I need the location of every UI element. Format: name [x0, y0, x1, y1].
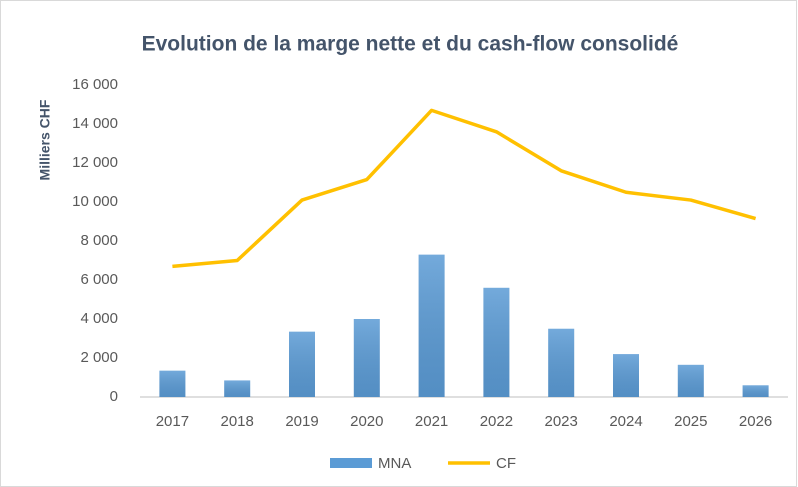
- x-tick-label: 2025: [674, 413, 707, 430]
- legend-label: MNA: [378, 455, 411, 472]
- y-tick-label: 2 000: [80, 349, 118, 366]
- bar-shade: [613, 354, 639, 397]
- y-tick-label: 14 000: [72, 115, 118, 132]
- x-tick-label: 2023: [545, 413, 578, 430]
- bar-shade: [677, 364, 704, 397]
- y-tick-label: 12 000: [72, 154, 118, 171]
- line: [172, 108, 757, 269]
- legend-label: CF: [496, 455, 516, 472]
- x-tick-label: 2024: [609, 413, 642, 430]
- y-tick-label: 0: [110, 388, 118, 405]
- y-tick-label: 10 000: [72, 193, 118, 210]
- y-tick-label: 4 000: [80, 310, 118, 327]
- y-tick-label: 6 000: [80, 271, 118, 288]
- x-tick-label: 2018: [221, 413, 254, 430]
- x-tick-label: 2020: [350, 413, 383, 430]
- x-tick-label: 2019: [285, 413, 318, 430]
- legend-swatch: [330, 458, 372, 468]
- bar-shade: [742, 385, 769, 397]
- y-tick-label: 8 000: [80, 232, 118, 249]
- x-tick-label: 2021: [415, 413, 448, 430]
- x-tick-label: 2026: [739, 413, 772, 430]
- chart-title: Evolution de la marge nette et du cash-f…: [142, 33, 679, 56]
- x-tick-label: 2017: [156, 413, 189, 430]
- bar-shade: [289, 331, 315, 397]
- x-tick-label: 2022: [480, 413, 513, 430]
- y-axis-label: Milliers CHF: [37, 99, 53, 180]
- bar-shade: [159, 370, 186, 397]
- bar-shade: [224, 380, 251, 397]
- bar-shade: [548, 328, 575, 397]
- y-tick-label: 16 000: [72, 76, 118, 93]
- bar-shade: [483, 287, 510, 397]
- bar-shade: [353, 319, 380, 397]
- bar-shade: [418, 254, 445, 397]
